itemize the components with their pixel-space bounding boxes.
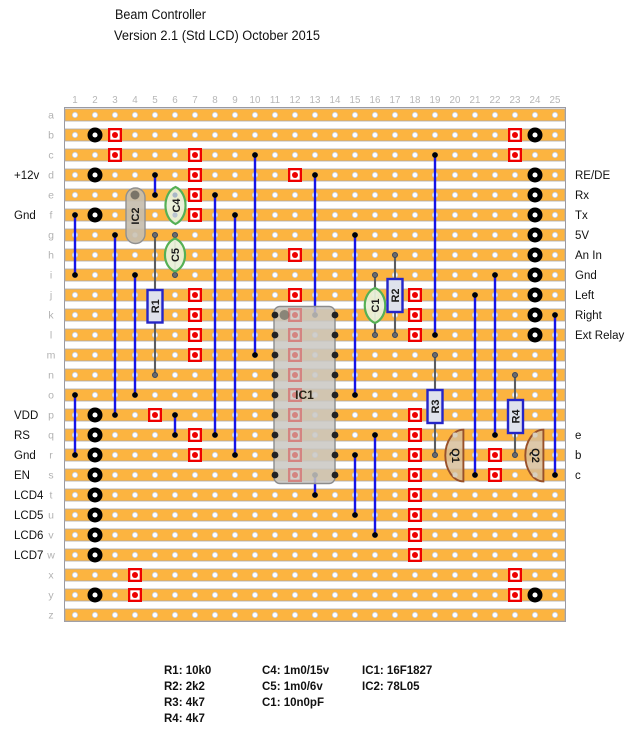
svg-text:Gnd: Gnd bbox=[14, 210, 36, 222]
svg-text:t: t bbox=[50, 490, 53, 502]
svg-text:LCD7: LCD7 bbox=[14, 550, 43, 562]
svg-text:An In: An In bbox=[575, 250, 602, 262]
svg-text:Ext Relay: Ext Relay bbox=[575, 330, 624, 342]
svg-text:i: i bbox=[50, 270, 52, 282]
svg-text:h: h bbox=[48, 250, 54, 262]
svg-text:RE/DE: RE/DE bbox=[575, 170, 610, 182]
svg-text:k: k bbox=[48, 310, 54, 322]
svg-text:C1: 10n0pF: C1: 10n0pF bbox=[262, 697, 324, 709]
svg-text:11: 11 bbox=[270, 95, 280, 106]
svg-text:LCD4: LCD4 bbox=[14, 490, 44, 502]
svg-text:p: p bbox=[48, 410, 54, 422]
svg-text:m: m bbox=[47, 350, 56, 362]
svg-text:8: 8 bbox=[212, 95, 218, 106]
svg-text:Version 2.1 (Std LCD) October: Version 2.1 (Std LCD) October 2015 bbox=[114, 28, 320, 43]
svg-text:e: e bbox=[575, 430, 581, 442]
svg-text:u: u bbox=[48, 510, 54, 522]
svg-text:2: 2 bbox=[92, 95, 97, 106]
svg-text:12: 12 bbox=[290, 95, 301, 106]
svg-text:v: v bbox=[48, 530, 54, 542]
svg-text:j: j bbox=[49, 290, 52, 302]
svg-text:C4: C4 bbox=[171, 198, 183, 213]
svg-text:14: 14 bbox=[330, 95, 341, 106]
svg-text:EN: EN bbox=[14, 470, 30, 482]
svg-text:a: a bbox=[48, 110, 54, 122]
svg-text:Gnd: Gnd bbox=[575, 270, 597, 282]
svg-text:r: r bbox=[49, 450, 53, 462]
svg-text:R3: 4k7: R3: 4k7 bbox=[164, 697, 205, 709]
svg-text:R2: 2k2: R2: 2k2 bbox=[164, 681, 205, 693]
svg-text:4: 4 bbox=[132, 95, 138, 106]
svg-text:20: 20 bbox=[450, 95, 461, 106]
svg-text:22: 22 bbox=[490, 95, 501, 106]
svg-text:Tx: Tx bbox=[575, 210, 588, 222]
svg-text:IC1: 16F1827: IC1: 16F1827 bbox=[362, 665, 432, 677]
svg-text:R2: R2 bbox=[390, 288, 402, 302]
svg-text:Q2: Q2 bbox=[529, 448, 541, 463]
svg-text:IC2: IC2 bbox=[130, 207, 142, 224]
svg-text:17: 17 bbox=[390, 95, 401, 106]
svg-text:+12v: +12v bbox=[14, 170, 40, 182]
svg-text:5: 5 bbox=[152, 95, 158, 106]
svg-text:R4: R4 bbox=[510, 409, 522, 424]
svg-text:l: l bbox=[50, 330, 52, 342]
svg-text:c: c bbox=[48, 150, 53, 162]
svg-text:e: e bbox=[48, 190, 54, 202]
svg-text:g: g bbox=[48, 230, 54, 242]
svg-text:Q1: Q1 bbox=[449, 448, 461, 463]
svg-text:13: 13 bbox=[310, 95, 321, 106]
svg-text:f: f bbox=[50, 210, 53, 222]
svg-text:IC2: 78L05: IC2: 78L05 bbox=[362, 681, 420, 693]
svg-text:o: o bbox=[48, 390, 54, 402]
svg-text:x: x bbox=[48, 570, 54, 582]
svg-text:R3: R3 bbox=[430, 399, 442, 413]
svg-text:Right: Right bbox=[575, 310, 603, 322]
svg-text:7: 7 bbox=[192, 95, 197, 106]
svg-text:LCD5: LCD5 bbox=[14, 510, 43, 522]
svg-text:9: 9 bbox=[232, 95, 237, 106]
svg-text:6: 6 bbox=[172, 95, 178, 106]
svg-text:C4: 1m0/15v: C4: 1m0/15v bbox=[262, 665, 330, 677]
svg-text:y: y bbox=[48, 590, 54, 602]
svg-text:C1: C1 bbox=[370, 298, 382, 312]
svg-text:RS: RS bbox=[14, 430, 30, 442]
svg-text:3: 3 bbox=[112, 95, 118, 106]
svg-text:1: 1 bbox=[72, 95, 77, 106]
svg-text:b: b bbox=[575, 450, 581, 462]
svg-text:19: 19 bbox=[430, 95, 441, 106]
svg-text:LCD6: LCD6 bbox=[14, 530, 43, 542]
svg-text:s: s bbox=[48, 470, 53, 482]
svg-text:16: 16 bbox=[370, 95, 381, 106]
svg-text:R4: 4k7: R4: 4k7 bbox=[164, 713, 205, 725]
svg-text:Left: Left bbox=[575, 290, 595, 302]
svg-text:C5: C5 bbox=[170, 248, 182, 262]
svg-text:d: d bbox=[48, 170, 54, 182]
svg-text:IC1: IC1 bbox=[295, 388, 314, 402]
svg-text:R1: R1 bbox=[150, 299, 162, 313]
svg-text:w: w bbox=[46, 550, 55, 562]
svg-text:q: q bbox=[48, 430, 54, 442]
svg-text:n: n bbox=[48, 370, 54, 382]
svg-text:25: 25 bbox=[550, 95, 561, 106]
svg-text:Rx: Rx bbox=[575, 190, 589, 202]
svg-text:Beam Controller: Beam Controller bbox=[115, 7, 206, 22]
svg-text:18: 18 bbox=[410, 95, 421, 106]
svg-text:b: b bbox=[48, 130, 54, 142]
svg-text:21: 21 bbox=[470, 95, 481, 106]
svg-text:z: z bbox=[48, 610, 53, 622]
svg-text:23: 23 bbox=[510, 95, 521, 106]
svg-text:c: c bbox=[575, 470, 581, 482]
svg-text:10: 10 bbox=[250, 95, 261, 106]
svg-text:VDD: VDD bbox=[14, 410, 38, 422]
svg-text:R1: 10k0: R1: 10k0 bbox=[164, 665, 211, 677]
svg-text:C5: 1m0/6v: C5: 1m0/6v bbox=[262, 681, 323, 693]
svg-text:24: 24 bbox=[530, 95, 541, 106]
svg-text:5V: 5V bbox=[575, 230, 589, 242]
svg-text:Gnd: Gnd bbox=[14, 450, 36, 462]
svg-text:15: 15 bbox=[350, 95, 361, 106]
